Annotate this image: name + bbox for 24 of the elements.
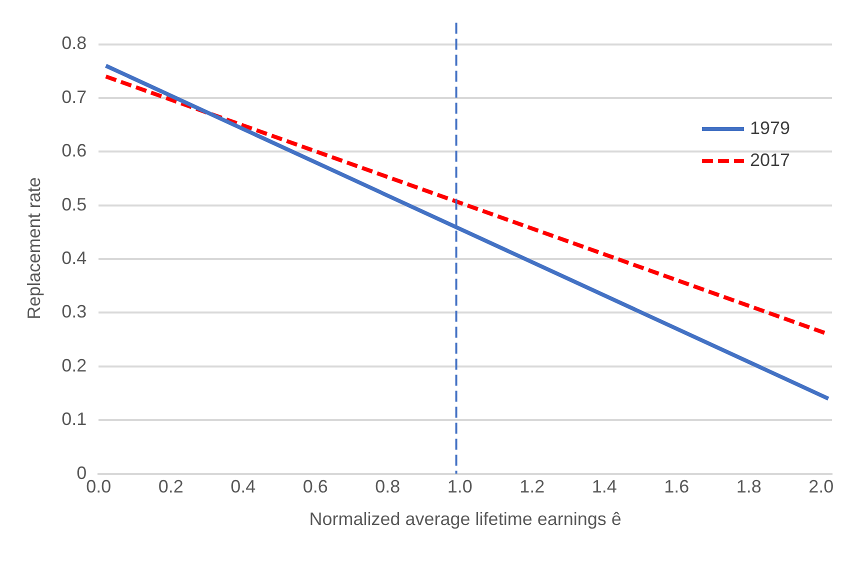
x-tick-label: 2.0 xyxy=(808,476,834,497)
y-tick-label: 0.4 xyxy=(62,248,87,268)
x-tick-label: 1.2 xyxy=(520,476,545,497)
x-tick-label: 0.8 xyxy=(375,476,400,497)
legend-label: 1979 xyxy=(750,118,790,138)
y-tick-label: 0 xyxy=(76,462,87,483)
x-tick-label: 1.0 xyxy=(447,476,472,497)
y-tick-label: 0.5 xyxy=(62,194,87,214)
x-tick-label: 0.0 xyxy=(86,476,112,497)
y-tick-label: 0.2 xyxy=(62,355,87,376)
x-tick-label: 0.4 xyxy=(230,476,256,497)
x-tick-label: 1.8 xyxy=(736,476,762,497)
legend-label: 2017 xyxy=(750,150,790,170)
x-tick-label: 1.4 xyxy=(592,476,617,497)
x-tick-label: 1.6 xyxy=(664,476,690,497)
y-tick-label: 0.6 xyxy=(62,140,87,161)
y-tick-label: 0.7 xyxy=(62,86,87,107)
y-tick-label: 0.3 xyxy=(62,302,87,322)
y-axis-title: Replacement rate xyxy=(24,177,44,320)
x-tick-label: 0.6 xyxy=(302,476,328,497)
x-axis-title: Normalized average lifetime earnings ê xyxy=(309,509,622,530)
y-tick-label: 0.8 xyxy=(62,33,87,54)
y-tick-label: 0.1 xyxy=(62,409,87,430)
x-tick-label: 0.2 xyxy=(158,476,184,497)
